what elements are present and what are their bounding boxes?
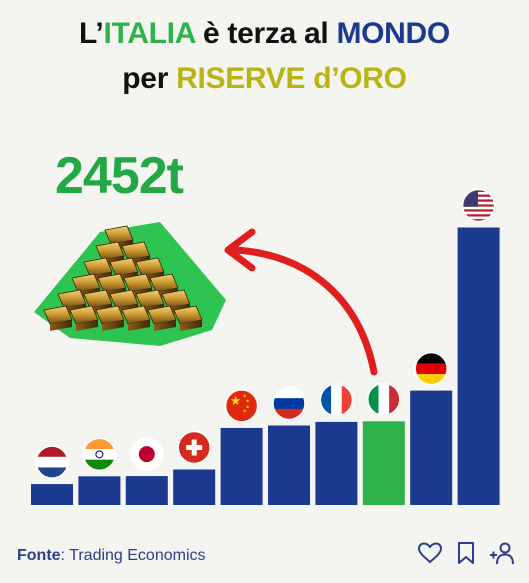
source-label: Fonte xyxy=(17,547,61,564)
title-text: per xyxy=(122,62,177,95)
bar-netherlands xyxy=(31,484,73,505)
italy-flag-icon xyxy=(367,382,401,417)
usa-flag-icon xyxy=(461,188,496,223)
france-flag-icon xyxy=(319,383,354,417)
title-text: L’ xyxy=(79,17,104,50)
bar-india xyxy=(78,476,121,505)
switzerland-flag-icon xyxy=(177,430,211,465)
title-line-1: L’ITALIA è terza al MONDO xyxy=(0,17,529,51)
japan-flag-icon xyxy=(130,437,164,471)
bar-switzerland xyxy=(173,469,216,505)
arrow-head-icon xyxy=(224,228,256,272)
source-text: Trading Economics xyxy=(69,547,206,564)
title-line-2: per RISERVE d’ORO xyxy=(0,62,529,96)
title-country: ITALIA xyxy=(103,17,195,50)
title-text: è terza al xyxy=(194,17,337,50)
bar-china xyxy=(220,427,263,505)
bar-germany xyxy=(410,390,453,505)
bar-japan xyxy=(125,476,168,505)
bar-russia xyxy=(268,425,310,505)
source-separator: : xyxy=(60,547,70,564)
bar-italy xyxy=(362,421,405,505)
curved-arrow-icon xyxy=(232,246,378,376)
china-flag-icon xyxy=(224,389,259,423)
italy-gold-value: 2452t xyxy=(55,147,184,205)
title-world: MONDO xyxy=(336,17,450,50)
footer-actions xyxy=(417,540,515,566)
title-reserves: RISERVE d’ORO xyxy=(176,62,407,95)
netherlands-flag-icon xyxy=(35,445,69,479)
bar-france xyxy=(315,421,358,505)
gold-bars-pile-icon xyxy=(34,222,226,346)
bar-usa xyxy=(457,227,500,505)
russia-flag-icon xyxy=(272,386,306,421)
heart-icon[interactable] xyxy=(417,540,443,566)
bookmark-icon[interactable] xyxy=(453,540,479,566)
india-flag-icon xyxy=(82,437,117,472)
source-credit: Fonte: Trading Economics xyxy=(17,547,206,565)
add-user-icon[interactable] xyxy=(489,540,515,566)
germany-flag-icon xyxy=(414,351,448,386)
